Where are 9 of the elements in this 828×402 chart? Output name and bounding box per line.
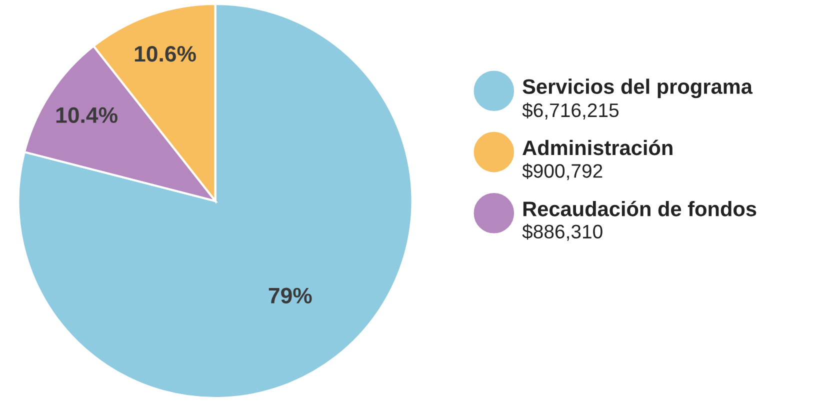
text: $6,716,215 [522, 102, 619, 120]
text: $900,792 [522, 163, 602, 180]
data-label: 10.6% [134, 46, 196, 62]
legend-label: Servicios del programa [522, 78, 753, 98]
legend-label: Recaudación de fondos [523, 200, 756, 216]
text: $886,310 [522, 224, 602, 241]
data-label: 10.4% [56, 107, 118, 123]
data-label: 79% [268, 288, 312, 304]
legend-label: Administración [522, 140, 672, 156]
